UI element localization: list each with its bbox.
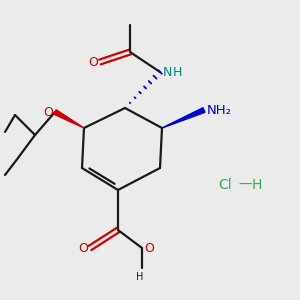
Text: O: O [88,56,98,68]
Text: Cl: Cl [218,178,232,192]
Text: O: O [43,106,53,118]
Text: N: N [163,65,172,79]
Text: —: — [238,178,252,192]
Text: NH₂: NH₂ [207,103,232,116]
Polygon shape [162,108,205,128]
Polygon shape [54,110,84,128]
Text: H: H [252,178,262,192]
Text: O: O [78,242,88,254]
Text: O: O [144,242,154,254]
Text: H: H [136,272,144,282]
Text: H: H [173,65,182,79]
